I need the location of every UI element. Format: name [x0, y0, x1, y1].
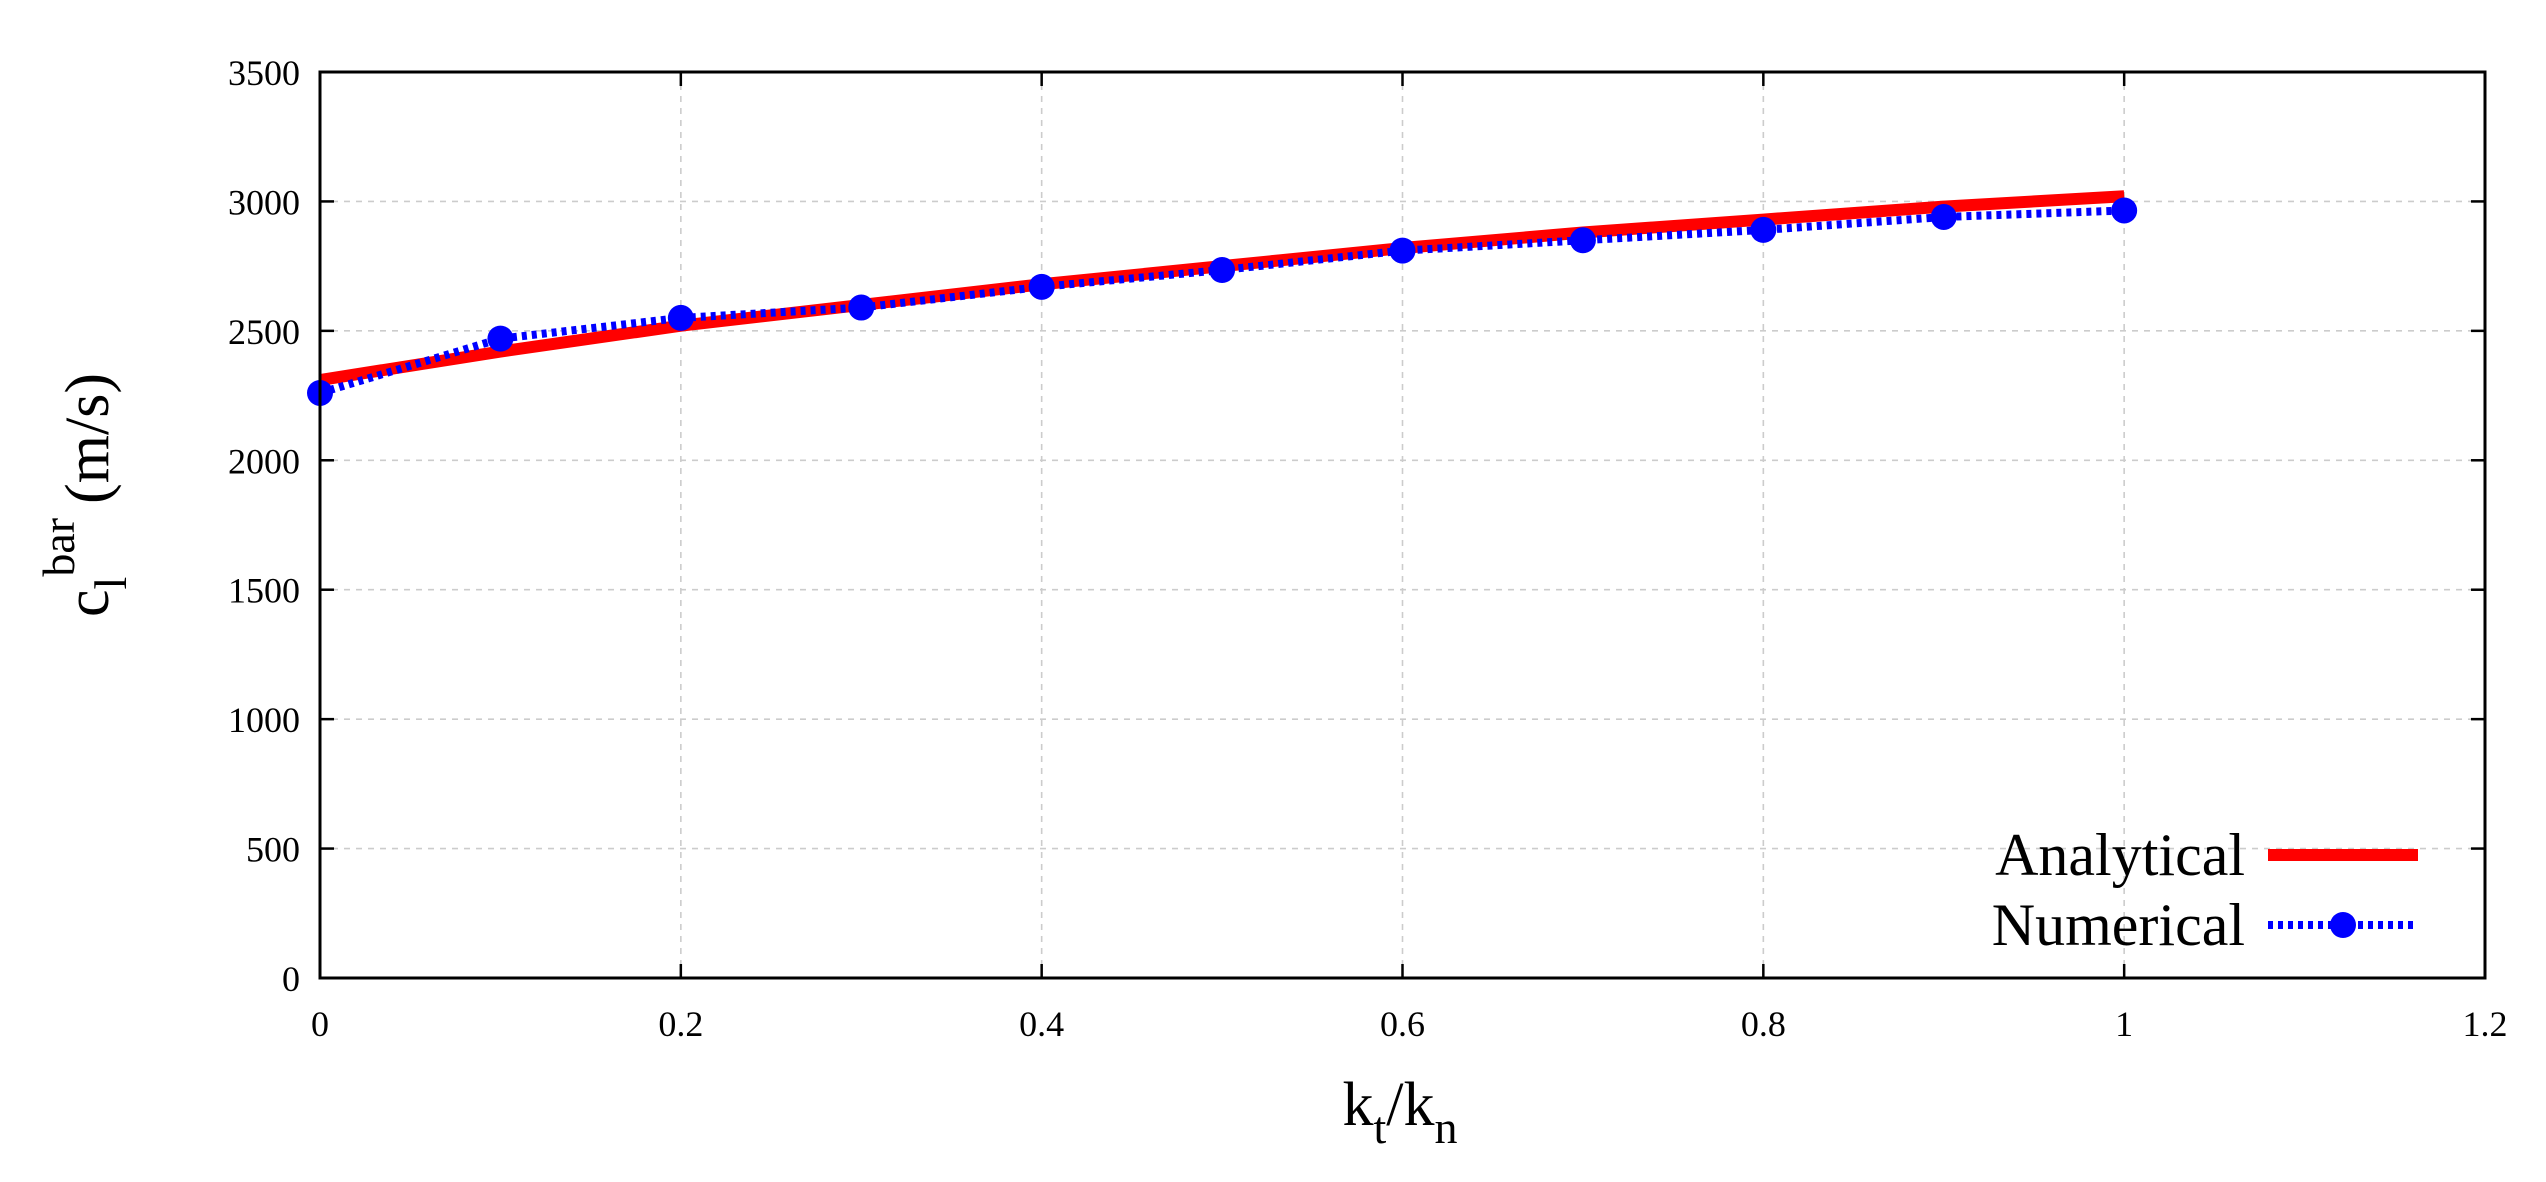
numerical-point	[1569, 227, 1596, 254]
y-axis-label-unit: (m/s)	[54, 373, 122, 504]
y-tick-label: 500	[246, 830, 300, 870]
numerical-point	[1028, 273, 1055, 300]
numerical-point	[848, 294, 875, 321]
analytical-line	[319, 190, 2125, 386]
x-tick-label: 0	[311, 1004, 329, 1044]
y-tick-label: 1000	[228, 700, 300, 740]
numerical-point	[1389, 237, 1416, 264]
x-axis-label-sub2: n	[1435, 1102, 1458, 1153]
x-axis-label-sub1: t	[1373, 1102, 1386, 1153]
tick-labels: 0 0.2 0.4 0.6 0.8 1 1.2 0 500 1000 1500 2000 2500 300…	[228, 53, 2508, 1044]
x-tick-label: 0.6	[1380, 1004, 1425, 1044]
numerical-point	[2111, 197, 2138, 224]
x-tick-label: 0.8	[1741, 1004, 1786, 1044]
y-axis-label-base: c	[54, 589, 122, 617]
legend-marker-numerical	[2330, 912, 2356, 938]
y-tick-label: 3000	[228, 182, 300, 222]
x-tick-label: 1.2	[2463, 1004, 2508, 1044]
numerical-point	[487, 325, 514, 352]
numerical-point	[1930, 203, 1957, 230]
legend-label-numerical: Numerical	[1992, 892, 2245, 958]
x-axis-label-slash: /	[1386, 1071, 1404, 1139]
axis-ticks	[318, 70, 2487, 980]
numerical-point	[1750, 216, 1777, 243]
y-tick-label: 2500	[228, 312, 300, 352]
series-layer	[307, 190, 2138, 406]
numerical-point	[667, 304, 694, 331]
y-tick-label: 2000	[228, 441, 300, 481]
x-tick-label: 1	[2115, 1004, 2133, 1044]
y-tick-label: 1500	[228, 571, 300, 611]
numerical-line	[318, 206, 2125, 397]
y-tick-label: 0	[282, 959, 300, 999]
y-axis-label-sub: l	[85, 577, 136, 590]
numerical-point	[1209, 257, 1236, 284]
x-axis-label-base2: k	[1404, 1071, 1435, 1139]
x-axis-label-base: k	[1342, 1071, 1373, 1139]
x-tick-label: 0.2	[658, 1004, 703, 1044]
x-tick-label: 0.4	[1019, 1004, 1064, 1044]
x-axis-label: kt/kn	[1342, 1071, 1457, 1153]
legend-label-analytical: Analytical	[1995, 822, 2245, 888]
y-axis-label-sup: bar	[33, 518, 84, 577]
y-axis-label: clbar (m/s)	[33, 373, 136, 617]
y-tick-label: 3500	[228, 53, 300, 93]
